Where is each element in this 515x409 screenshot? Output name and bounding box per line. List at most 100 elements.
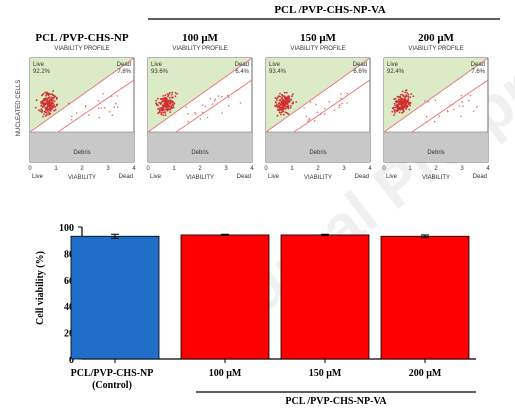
cell-dot xyxy=(171,96,174,99)
debris-region xyxy=(266,132,370,162)
cell-dot xyxy=(393,102,396,105)
dead-dot xyxy=(202,104,204,107)
cell-dot xyxy=(54,95,56,98)
dead-dot xyxy=(462,105,464,107)
cell-dot xyxy=(279,109,281,112)
cell-dot xyxy=(174,91,177,94)
panel-x-tick: 1 xyxy=(54,166,58,172)
dead-gate-line xyxy=(293,79,371,133)
cell-dot xyxy=(391,107,394,110)
cell-dot xyxy=(47,110,49,113)
panel-dots xyxy=(34,90,119,121)
cell-dot xyxy=(162,111,165,114)
cell-dot xyxy=(401,90,404,93)
dead-dot xyxy=(99,102,102,104)
cell-dot xyxy=(397,96,400,98)
dead-dot xyxy=(303,107,305,109)
cell-dot xyxy=(48,101,50,103)
dead-dot xyxy=(305,115,308,118)
cell-dot xyxy=(49,104,52,106)
cell-dot xyxy=(283,102,285,105)
panel-x-tick: 2 xyxy=(80,166,84,172)
panel-dots xyxy=(155,89,242,123)
dead-dot xyxy=(97,99,100,102)
cell-dot xyxy=(160,102,163,104)
dead-dot xyxy=(97,107,100,110)
panel-title: PCL /PVP-CHS-NP xyxy=(35,32,128,44)
cell-dot xyxy=(283,95,286,98)
cell-dot xyxy=(164,114,167,117)
dead-dot xyxy=(187,120,189,123)
dead-dot xyxy=(438,115,441,117)
dead-dot xyxy=(206,116,209,119)
live-percent: 92.4% xyxy=(387,69,405,75)
cell-dot xyxy=(408,101,410,104)
y-tick-label: 100 xyxy=(59,223,74,234)
cell-dot xyxy=(41,106,44,109)
dead-dot xyxy=(306,120,309,122)
dead-dot xyxy=(467,99,470,102)
dead-dot xyxy=(67,102,70,105)
cell-dot xyxy=(275,105,278,107)
dead-dot xyxy=(452,103,454,106)
dead-dot xyxy=(108,111,111,113)
cell-dot xyxy=(277,106,279,109)
cell-dot xyxy=(409,104,411,107)
cell-dot xyxy=(54,106,57,108)
dead-dot xyxy=(338,106,340,109)
panel-x-tick: 2 xyxy=(198,166,202,172)
cell-dot xyxy=(46,93,49,95)
cell-dot xyxy=(394,106,396,109)
cell-dot xyxy=(403,95,405,97)
dead-dot xyxy=(476,106,478,108)
live-gate-line xyxy=(265,57,371,133)
cell-dot xyxy=(393,108,395,111)
cell-dot xyxy=(280,103,283,106)
panel-ylabel: NUCLEATED CELLS xyxy=(16,80,22,137)
cell-dot xyxy=(168,93,171,95)
cell-dot xyxy=(41,93,44,96)
cell-dot xyxy=(278,111,281,114)
cell-dot xyxy=(169,111,172,113)
cell-dot xyxy=(54,108,57,111)
cell-dot xyxy=(393,98,396,101)
dead-dot xyxy=(194,111,196,114)
dead-dot xyxy=(204,105,207,108)
cell-dot xyxy=(45,111,48,114)
panel-x-left-label: Live xyxy=(386,174,398,180)
dead-dot xyxy=(308,118,311,120)
cell-dot xyxy=(290,105,292,107)
y-tick-label: 60 xyxy=(64,276,74,287)
panel-subtitle: VIABILITY PROFILE xyxy=(290,46,345,52)
cell-dot xyxy=(49,98,52,101)
debris-label: Debris xyxy=(191,150,208,156)
cell-dot xyxy=(42,103,45,106)
panel-x-tick: 3 xyxy=(224,166,228,172)
cell-dot xyxy=(164,104,167,106)
cell-dot xyxy=(176,92,178,95)
dead-dot xyxy=(201,111,204,114)
cell-dot xyxy=(289,106,292,109)
dead-dot xyxy=(103,106,106,109)
panel-x-tick: 1 xyxy=(408,166,412,172)
cell-dot xyxy=(280,107,283,110)
panel-x-tick: 1 xyxy=(172,166,176,172)
cell-dot xyxy=(41,102,43,105)
dead-dot xyxy=(323,107,326,110)
cell-dot xyxy=(394,104,397,107)
cell-dot xyxy=(275,101,277,104)
cell-dot xyxy=(53,104,56,106)
cell-dot xyxy=(396,104,399,107)
cell-dot xyxy=(47,94,50,97)
bar-chart-group-label: PCL /PVP-CHS-NP-VA xyxy=(285,396,387,407)
cell-dot xyxy=(397,102,400,104)
cell-dot xyxy=(282,113,285,116)
cell-dot xyxy=(276,114,279,117)
panel-xlabel: VIABILITY xyxy=(68,175,96,181)
panel-dots xyxy=(391,89,478,123)
cell-dot xyxy=(399,96,402,99)
cell-dot xyxy=(34,106,37,109)
dead-gate-line xyxy=(175,79,253,133)
dead-dot xyxy=(346,102,348,104)
panel-subtitle: VIABILITY PROFILE xyxy=(54,46,109,52)
